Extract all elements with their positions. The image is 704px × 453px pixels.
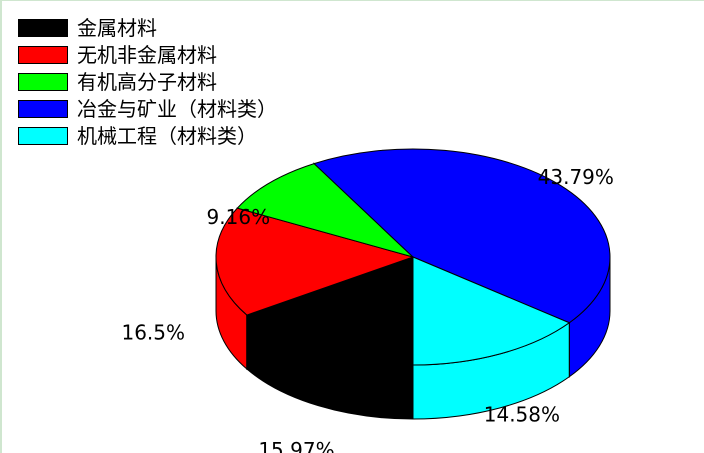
legend-swatch-mechanical bbox=[18, 126, 68, 145]
legend-item-mechanical: 机械工程（材料类） bbox=[18, 122, 277, 149]
legend: 金属材料 无机非金属材料 有机高分子材料 冶金与矿业（材料类） 机械工程（材料类） bbox=[18, 14, 277, 149]
legend-item-metal: 金属材料 bbox=[18, 14, 277, 41]
pct-label-metal: 15.97% bbox=[258, 438, 334, 453]
pie-slice-polymer bbox=[236, 163, 414, 258]
frame-edge-top bbox=[0, 0, 704, 1]
legend-swatch-metallurgy bbox=[18, 99, 68, 118]
frame-edge-left bbox=[0, 0, 2, 453]
legend-item-polymer: 有机高分子材料 bbox=[18, 68, 277, 95]
legend-item-inorganic: 无机非金属材料 bbox=[18, 41, 277, 68]
legend-label-polymer: 有机高分子材料 bbox=[77, 69, 217, 94]
pie-slice-inorganic bbox=[215, 207, 415, 316]
pie-slice-metal bbox=[245, 256, 414, 366]
pie-slice-metallurgy bbox=[313, 148, 611, 324]
pct-label-polymer: 9.16% bbox=[207, 205, 271, 229]
legend-swatch-inorganic bbox=[18, 45, 68, 64]
legend-label-mechanical: 机械工程（材料类） bbox=[77, 123, 257, 148]
pie-slice-mechanical bbox=[412, 256, 571, 366]
legend-swatch-polymer bbox=[18, 72, 68, 91]
legend-item-metallurgy: 冶金与矿业（材料类） bbox=[18, 95, 277, 122]
legend-swatch-metal bbox=[18, 18, 68, 37]
pct-label-inorganic: 16.5% bbox=[121, 320, 185, 344]
legend-label-metallurgy: 冶金与矿业（材料类） bbox=[77, 96, 277, 121]
pct-label-metallurgy: 43.79% bbox=[538, 165, 614, 189]
pct-label-mechanical: 14.58% bbox=[484, 403, 560, 427]
legend-label-metal: 金属材料 bbox=[77, 15, 157, 40]
legend-label-inorganic: 无机非金属材料 bbox=[77, 42, 217, 67]
